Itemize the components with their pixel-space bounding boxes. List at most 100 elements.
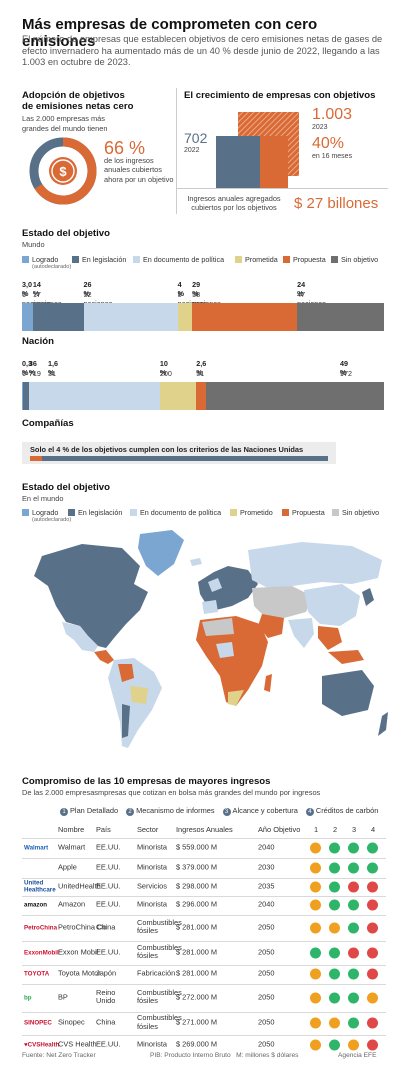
logo: SINOPEC <box>24 1019 52 1027</box>
map-legend-none: Sin objetivo <box>332 508 379 517</box>
col-name: Nombre <box>58 825 85 834</box>
map-legend-promised: Prometido <box>230 508 273 517</box>
map-brazil-part <box>130 686 148 704</box>
nation-segment-legislation <box>23 382 29 410</box>
nation-segment-promised <box>159 382 197 410</box>
logo: Walmart <box>24 843 49 851</box>
criterion-2-status-dot <box>329 947 340 958</box>
criterion-4-status-dot <box>367 862 378 873</box>
col-sector: Sector <box>137 825 159 834</box>
company-sector: Combustibles fósiles <box>137 942 182 961</box>
nation-pct-promised: 10 % <box>159 359 168 377</box>
map-australia <box>322 670 374 716</box>
page-subtitle: El número de empresas que establecen obj… <box>22 34 383 68</box>
criterion-1-status-dot <box>310 881 321 892</box>
legend-proposed: Propuesta <box>283 255 326 264</box>
company-sector: Fabricación <box>137 968 176 978</box>
company-country: EE.UU. <box>96 899 121 909</box>
criterion-4-status-dot <box>367 968 378 980</box>
un-note-box: Solo el 4 % de los objetivos cumplen con… <box>22 442 336 464</box>
company-country: China <box>96 922 116 932</box>
legend-legislation: En legislación <box>72 255 126 264</box>
map-west-africa <box>216 642 234 658</box>
company-name: Toyota Motor <box>58 968 101 978</box>
world-segment-policy <box>83 303 178 331</box>
company-target-year: 2050 <box>258 922 275 932</box>
company-sector: Minorista <box>137 862 167 872</box>
logo: United Healthcare <box>24 879 56 894</box>
adoption-title: Adopción de objetivos de emisiones netas… <box>22 90 134 112</box>
criterion-2-status-dot <box>329 862 340 873</box>
world-pct-legislation: 14 % <box>32 280 41 298</box>
nation-pct-none: 49 % <box>340 359 348 377</box>
criterion-3-status-dot <box>348 1039 359 1050</box>
growth-title: El crecimiento de empresas con objetivos <box>184 90 376 101</box>
nation-count-proposed: 51 <box>196 369 205 378</box>
company-revenue: $ 296.000 M <box>176 899 218 909</box>
nation-pct-policy: 36 % <box>28 359 37 377</box>
criterion-2-status-dot <box>329 899 340 911</box>
company-sector: Combustibles fósiles <box>137 917 182 936</box>
criterion-1-status-dot <box>310 862 321 873</box>
company-sector: Minorista <box>137 899 167 909</box>
map-middle-east <box>258 614 284 638</box>
company-name: UnitedHealth <box>58 881 101 891</box>
company-target-year: 2030 <box>258 862 275 872</box>
map-colombia <box>118 664 134 682</box>
company-name: Apple <box>58 862 77 872</box>
status-title: Estado del objetivo <box>22 228 110 239</box>
company-revenue: $ 269.000 M <box>176 1039 218 1049</box>
map-legend-achieved: Logrado <box>22 508 58 517</box>
company-revenue: $ 272.000 M <box>176 992 218 1002</box>
footer-source: Fuente: Net Zero Tracker <box>22 1052 96 1059</box>
map-europe <box>198 566 258 610</box>
criterion-3-status-dot <box>348 899 359 911</box>
criterion-2-status-dot <box>329 1017 340 1029</box>
col-c1: 1 <box>314 825 319 834</box>
map-title: Estado del objetivo <box>22 482 110 493</box>
company-country: EE.UU. <box>96 862 121 872</box>
nation-pct-proposed: 2,6 % <box>196 359 207 377</box>
map-legend-policy: En documento de política <box>130 508 221 517</box>
table-row: SINOPEC Sinopec China Combustibles fósiles $… <box>22 1012 386 1033</box>
growth-2023-value: 1.003 <box>312 106 353 123</box>
nation-segment-policy <box>28 382 160 410</box>
nation-count-achieved: 6 <box>22 369 26 378</box>
world-segment-none <box>297 303 384 331</box>
logo: ♥CVSHealth <box>24 1040 60 1048</box>
company-name: Amazon <box>58 899 86 909</box>
logo: bp <box>24 993 32 1001</box>
nation-segment-achieved <box>22 382 24 410</box>
criterion-1-status-dot <box>310 922 321 933</box>
company-country: Japón <box>96 968 117 978</box>
un-note-text: Solo el 4 % de los objetivos cumplen con… <box>30 445 304 454</box>
company-revenue: $ 271.000 M <box>176 1017 218 1027</box>
growth-2022-year: 2022 <box>184 147 200 154</box>
adoption-note: de los ingresos anuales cubiertos ahora … <box>104 156 174 184</box>
company-sector: Combustibles fósiles <box>137 987 182 1006</box>
nation-pct-achieved: 0,3 % <box>22 359 32 377</box>
map-africa <box>196 616 268 706</box>
nation-count-none: 972 <box>340 369 352 378</box>
map-south-africa <box>228 690 244 706</box>
map-legend-proposed: Propuesta <box>282 508 325 517</box>
criterion-4-status-dot <box>367 1017 378 1029</box>
map-russia <box>248 542 382 588</box>
criterion-3: 3 Alcance y cobertura <box>222 806 298 816</box>
criterion-4-status-dot <box>367 881 378 892</box>
map-uk <box>208 578 222 592</box>
world-map <box>34 530 388 748</box>
company-country: EE.UU. <box>96 1039 121 1049</box>
nation-count-legislation: 31 <box>48 369 56 378</box>
table-row: ExxonMobil Exxon Mobil EE.UU. Combustibles … <box>22 941 386 963</box>
map-chile <box>122 704 130 738</box>
world-pct-proposed: 29 % <box>192 280 201 298</box>
growth-chart <box>216 112 299 188</box>
company-revenue: $ 281.000 M <box>176 947 218 957</box>
map-iberia <box>202 600 218 614</box>
growth-2023-year: 2023 <box>312 124 328 131</box>
company-country: EE.UU. <box>96 947 121 957</box>
criterion-2-status-dot <box>329 842 340 853</box>
footer-note: PIB: Producto Interno Bruto M: millones … <box>150 1052 299 1059</box>
map-iceland <box>190 558 202 566</box>
